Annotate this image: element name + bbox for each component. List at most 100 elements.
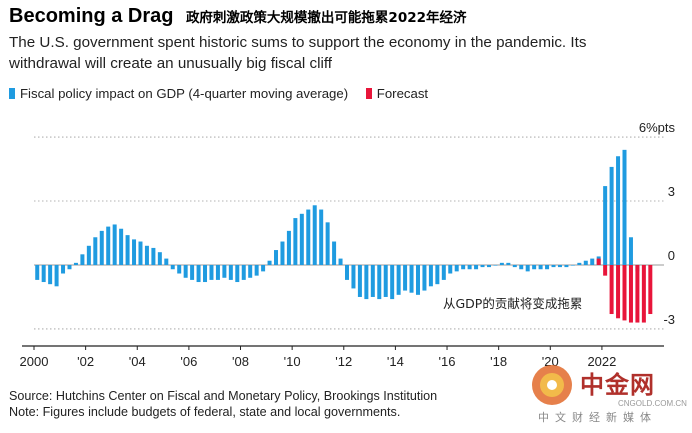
bar-actual — [325, 222, 330, 265]
bar-actual — [467, 264, 472, 270]
bar-actual — [215, 264, 220, 280]
bar-forecast — [648, 264, 653, 315]
bar-actual — [306, 209, 311, 265]
bar-actual — [157, 252, 162, 265]
watermark-slogan: 中文财经新媒体 — [538, 411, 657, 424]
bar-actual — [274, 250, 279, 265]
bar-actual — [112, 224, 117, 265]
x-tick-label: '14 — [387, 354, 404, 369]
y-tick-label: 3 — [668, 184, 675, 199]
x-tick-label: '02 — [77, 354, 94, 369]
y-tick-label: 6%pts — [639, 120, 676, 135]
legend-swatch-actual — [9, 88, 15, 99]
bar-forecast — [609, 264, 614, 315]
chart-legend: Fiscal policy impact on GDP (4-quarter m… — [9, 86, 442, 102]
bar-actual — [493, 264, 498, 266]
bar-actual — [557, 264, 562, 268]
x-tick-label: '16 — [439, 354, 456, 369]
legend-label-forecast: Forecast — [376, 86, 429, 101]
bar-actual — [622, 149, 627, 265]
bar-actual — [338, 258, 343, 265]
y-tick-label: -3 — [663, 312, 675, 327]
axis-layer: 6%pts 3 0 -3 2000 '02 '04 '06 '08 '10 '12 '14 '16 '18… — [20, 120, 676, 369]
bar-actual — [506, 262, 511, 265]
bar-actual — [383, 264, 388, 297]
bar-actual — [390, 264, 395, 300]
bar-actual — [377, 264, 382, 300]
bar-actual — [286, 230, 291, 265]
bar-actual — [396, 264, 401, 295]
bar-actual — [525, 264, 530, 272]
bar-actual — [177, 264, 182, 274]
bar-actual — [241, 264, 246, 280]
bar-actual — [93, 237, 98, 265]
bar-actual — [280, 241, 285, 265]
x-tick-label: '18 — [490, 354, 507, 369]
x-tick-label: 2000 — [20, 354, 49, 369]
bar-actual — [203, 264, 208, 283]
chart-annotation: 从GDP的贡献将变成拖累 — [443, 296, 582, 311]
watermark-logo-icon — [532, 365, 572, 405]
bar-actual — [564, 264, 569, 268]
title-row: Becoming a Drag 政府刺激政策大规模撤出可能拖累2022年经济 — [9, 5, 467, 28]
bar-actual — [344, 264, 350, 280]
bar-actual — [106, 226, 111, 265]
x-tick-label: '04 — [129, 354, 146, 369]
legend-item-actual: Fiscal policy impact on GDP (4-quarter m… — [9, 86, 348, 101]
bar-actual — [428, 264, 433, 287]
bar-actual — [332, 241, 337, 265]
bar-forecast — [596, 258, 601, 265]
bar-actual — [461, 264, 466, 270]
watermark-name: 中金网 — [580, 371, 655, 399]
bar-actual — [99, 230, 104, 265]
bar-actual — [48, 264, 53, 285]
bar-actual — [583, 260, 588, 265]
chart-footer: Source: Hutchins Center on Fiscal and Mo… — [9, 388, 437, 420]
bar-forecast — [603, 264, 608, 276]
bar-actual — [499, 262, 504, 265]
bar-actual — [35, 264, 40, 280]
bar-actual — [545, 264, 550, 270]
watermark: 中金网 CNGOLD.COM.CN 中文财经新媒体 — [530, 363, 687, 425]
bar-actual — [616, 156, 621, 265]
legend-swatch-forecast — [365, 88, 372, 99]
bar-actual — [512, 264, 517, 268]
bars-layer — [35, 149, 653, 323]
bar-actual — [228, 264, 233, 280]
bar-actual — [190, 264, 195, 280]
legend-label-actual: Fiscal policy impact on GDP (4-quarter m… — [20, 86, 349, 101]
bar-actual — [474, 264, 479, 270]
bar-forecast — [616, 264, 621, 319]
bar-actual — [609, 166, 614, 265]
bar-actual — [209, 264, 214, 280]
source-note: Source: Hutchins Center on Fiscal and Mo… — [9, 389, 438, 403]
bar-actual — [138, 241, 143, 265]
bar-actual — [577, 262, 582, 265]
bar-actual — [551, 264, 556, 268]
x-tick-label: '06 — [180, 354, 197, 369]
bar-actual — [170, 264, 175, 270]
x-tick-label: '10 — [284, 354, 301, 369]
bar-actual — [267, 260, 272, 265]
bar-actual — [415, 264, 420, 295]
bar-forecast — [622, 264, 627, 321]
bar-forecast — [628, 264, 633, 323]
bar-actual — [222, 264, 227, 278]
bar-actual — [144, 245, 149, 265]
bar-actual — [67, 264, 72, 270]
bar-actual — [370, 264, 375, 297]
bar-actual — [441, 264, 446, 280]
bar-actual — [570, 264, 575, 266]
bar-actual — [248, 264, 253, 278]
y-tick-label: 0 — [668, 248, 675, 263]
bar-actual — [603, 186, 608, 265]
bar-actual — [422, 264, 427, 291]
bar-actual — [41, 264, 46, 283]
bar-actual — [299, 213, 304, 265]
bar-actual — [538, 264, 543, 270]
bar-actual — [73, 262, 78, 265]
bar-actual — [80, 254, 85, 265]
bar-actual — [235, 264, 240, 283]
bar-actual — [164, 258, 169, 265]
